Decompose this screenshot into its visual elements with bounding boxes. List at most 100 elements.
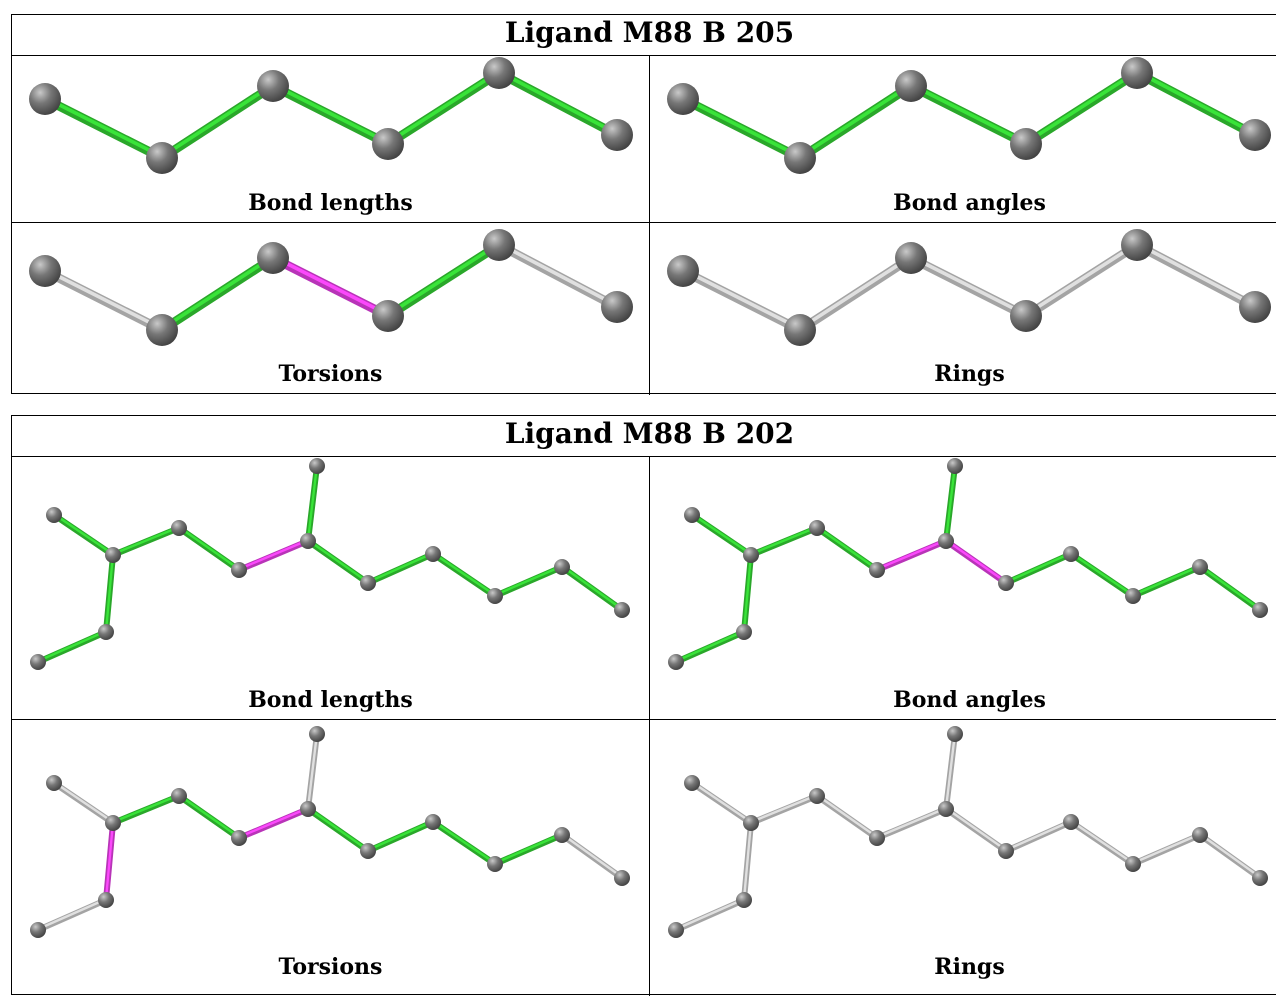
bond-green bbox=[492, 832, 565, 867]
atom bbox=[1121, 57, 1153, 89]
molecule-diagram bbox=[667, 229, 1271, 346]
molecule-diagram bbox=[30, 726, 630, 938]
panel-bond-angles: Bond angles bbox=[650, 56, 1276, 222]
bond-gray bbox=[305, 731, 320, 812]
molecule-diagram bbox=[30, 458, 630, 670]
atom bbox=[938, 533, 954, 549]
bond-green bbox=[430, 819, 498, 867]
bond-green bbox=[103, 552, 116, 635]
atom bbox=[1239, 291, 1271, 323]
bond-green bbox=[678, 94, 805, 163]
atom bbox=[105, 547, 121, 563]
panel-caption: Bond angles bbox=[893, 687, 1046, 713]
molecule-diagram bbox=[29, 57, 633, 174]
panel-caption: Bond angles bbox=[893, 190, 1046, 216]
panel-divider bbox=[649, 456, 650, 996]
atom bbox=[98, 624, 114, 640]
bond-green bbox=[814, 525, 880, 573]
bond-green bbox=[365, 819, 436, 854]
atom bbox=[809, 520, 825, 536]
atom bbox=[146, 142, 178, 174]
atom bbox=[667, 255, 699, 287]
atom bbox=[360, 843, 376, 859]
atom bbox=[309, 458, 325, 474]
bond-green bbox=[305, 463, 320, 544]
atom bbox=[736, 892, 752, 908]
panel-divider bbox=[649, 55, 650, 395]
bond-green bbox=[305, 806, 371, 854]
bond-green bbox=[51, 512, 116, 558]
atom bbox=[743, 547, 759, 563]
ligand-block-202: Ligand M88 B 202 Bond lengths Bond angle… bbox=[11, 415, 1276, 996]
atom bbox=[309, 726, 325, 742]
atom bbox=[1063, 546, 1079, 562]
atom bbox=[554, 559, 570, 575]
bond-green bbox=[1197, 564, 1263, 613]
molecule-diagram bbox=[668, 726, 1268, 938]
panel-caption: Bond lengths bbox=[248, 190, 413, 216]
atom bbox=[668, 654, 684, 670]
bond-magenta bbox=[943, 538, 1009, 586]
panel-bond-angles: Bond angles bbox=[650, 457, 1276, 719]
atom bbox=[1063, 814, 1079, 830]
atom bbox=[684, 507, 700, 523]
bond-gray bbox=[678, 266, 805, 335]
atom bbox=[105, 815, 121, 831]
atom bbox=[947, 458, 963, 474]
atom bbox=[809, 788, 825, 804]
bond-green bbox=[383, 240, 504, 321]
atom bbox=[30, 654, 46, 670]
atom bbox=[614, 870, 630, 886]
bond-gray bbox=[51, 780, 116, 826]
atom bbox=[601, 119, 633, 151]
bond-green bbox=[1068, 551, 1136, 599]
atom bbox=[784, 314, 816, 346]
bond-green bbox=[157, 253, 278, 335]
atom bbox=[684, 775, 700, 791]
atom bbox=[483, 229, 515, 261]
atom bbox=[300, 801, 316, 817]
bond-gray bbox=[559, 832, 625, 881]
atom bbox=[1239, 119, 1271, 151]
atom bbox=[29, 83, 61, 115]
atom bbox=[171, 788, 187, 804]
panel-divider bbox=[12, 222, 1276, 223]
bond-gray bbox=[741, 820, 754, 903]
atom bbox=[998, 843, 1014, 859]
bond-gray bbox=[1068, 819, 1136, 867]
atom bbox=[1121, 229, 1153, 261]
atom bbox=[257, 70, 289, 102]
atom bbox=[46, 775, 62, 791]
bond-green bbox=[110, 793, 182, 826]
bond-gray bbox=[1130, 832, 1203, 867]
atom bbox=[146, 314, 178, 346]
atom bbox=[784, 142, 816, 174]
bond-green bbox=[268, 81, 393, 149]
atom bbox=[300, 533, 316, 549]
bond-green bbox=[383, 68, 504, 149]
bond-green bbox=[110, 525, 182, 558]
atom bbox=[614, 602, 630, 618]
bond-green bbox=[305, 538, 371, 586]
bond-green bbox=[40, 94, 167, 163]
atom bbox=[171, 520, 187, 536]
atom bbox=[554, 827, 570, 843]
panel-bond-lengths: Bond lengths bbox=[12, 457, 649, 719]
bond-green bbox=[1132, 68, 1260, 140]
panel-caption: Torsions bbox=[278, 361, 383, 387]
bond-gray bbox=[1197, 832, 1263, 881]
panel-bond-lengths: Bond lengths bbox=[12, 56, 649, 222]
panel-caption: Bond lengths bbox=[248, 687, 413, 713]
panel-divider bbox=[12, 719, 1276, 720]
bond-green bbox=[494, 68, 622, 140]
bond-magenta bbox=[874, 538, 949, 573]
bond-gray bbox=[1003, 819, 1074, 854]
bond-green bbox=[176, 793, 242, 841]
bond-gray bbox=[35, 897, 109, 933]
bond-magenta bbox=[268, 253, 393, 321]
atom bbox=[1252, 602, 1268, 618]
bond-magenta bbox=[103, 820, 116, 903]
atom bbox=[487, 856, 503, 872]
atom bbox=[743, 815, 759, 831]
bond-gray bbox=[943, 731, 958, 812]
